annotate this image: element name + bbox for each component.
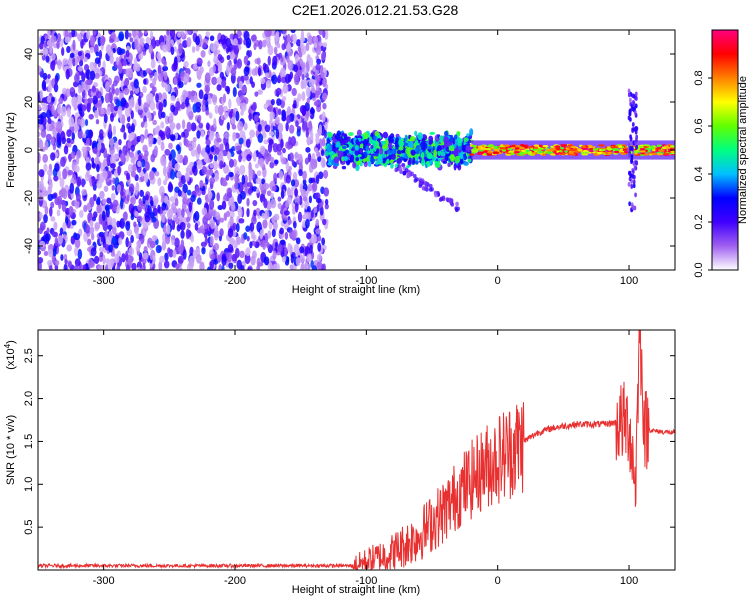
bottom-y-scale-label: (x104) xyxy=(3,340,17,370)
bottom-x-axis: -300 -200 -100 0 100 xyxy=(93,330,638,587)
colorbar-tick-label: 0.2 xyxy=(693,214,705,229)
colorbar-tick-label: 0.8 xyxy=(693,70,705,85)
x-tick-label: -300 xyxy=(93,575,115,587)
bottom-y-axis: 0.5 1.0 1.5 2.0 2.5 xyxy=(23,348,675,535)
colorbar xyxy=(711,29,739,271)
bottom-y-axis-label: SNR (10 * v/v) xyxy=(5,415,17,485)
y-tick-label: 1.5 xyxy=(23,434,35,449)
colorbar-label: Normalized spectral amplitude xyxy=(737,76,749,224)
heatmap-region-0 xyxy=(38,30,330,270)
colorbar-ticks: 0.0 0.2 0.4 0.6 0.8 xyxy=(693,70,712,278)
y-tick-label: 2.0 xyxy=(23,391,35,406)
snr-series-line xyxy=(38,330,675,570)
y-tick-label: 0.5 xyxy=(23,519,35,534)
x-tick-label: -300 xyxy=(93,275,115,287)
heatmap-region-3 xyxy=(627,88,639,213)
x-tick-label: -100 xyxy=(355,575,377,587)
y-tick-label: 40 xyxy=(23,48,35,60)
spectrogram-heatmap xyxy=(38,30,675,270)
top-x-axis-label: Height of straight line (km) xyxy=(292,284,420,296)
y-tick-label: 20 xyxy=(23,96,35,108)
x-tick-label: -200 xyxy=(224,275,246,287)
y-tick-label: -40 xyxy=(23,238,35,254)
x-tick-label: 0 xyxy=(495,275,501,287)
heatmap-region-2 xyxy=(468,140,675,160)
y-tick-label: 1.0 xyxy=(23,477,35,492)
chart-title: C2E1.2026.012.21.53.G28 xyxy=(291,2,459,18)
y-tick-label: -20 xyxy=(23,190,35,206)
top-x-axis: -300 -200 -100 0 100 xyxy=(93,30,638,287)
y-tick-label: 0 xyxy=(23,147,35,153)
colorbar-tick-label: 0.4 xyxy=(693,166,705,181)
colorbar-tick-label: 0.0 xyxy=(693,262,705,277)
top-y-axis: -40 -20 0 20 40 xyxy=(23,48,675,254)
x-tick-label: 100 xyxy=(620,275,638,287)
bottom-plot-frame xyxy=(37,329,676,571)
colorbar-tick-label: 0.6 xyxy=(693,118,705,133)
snr-line-area xyxy=(38,330,675,570)
heatmap-region-1 xyxy=(324,128,475,213)
y-scale-exponent: 4 xyxy=(3,343,12,348)
y-tick-label: 2.5 xyxy=(23,348,35,363)
x-tick-label: 0 xyxy=(495,575,501,587)
bottom-x-axis-label: Height of straight line (km) xyxy=(292,584,420,596)
x-tick-label: -200 xyxy=(224,575,246,587)
top-y-axis-label: Frequency (Hz) xyxy=(5,112,17,188)
x-tick-label: -100 xyxy=(355,275,377,287)
y-scale-base: (x10 xyxy=(5,348,17,369)
x-tick-label: 100 xyxy=(620,575,638,587)
